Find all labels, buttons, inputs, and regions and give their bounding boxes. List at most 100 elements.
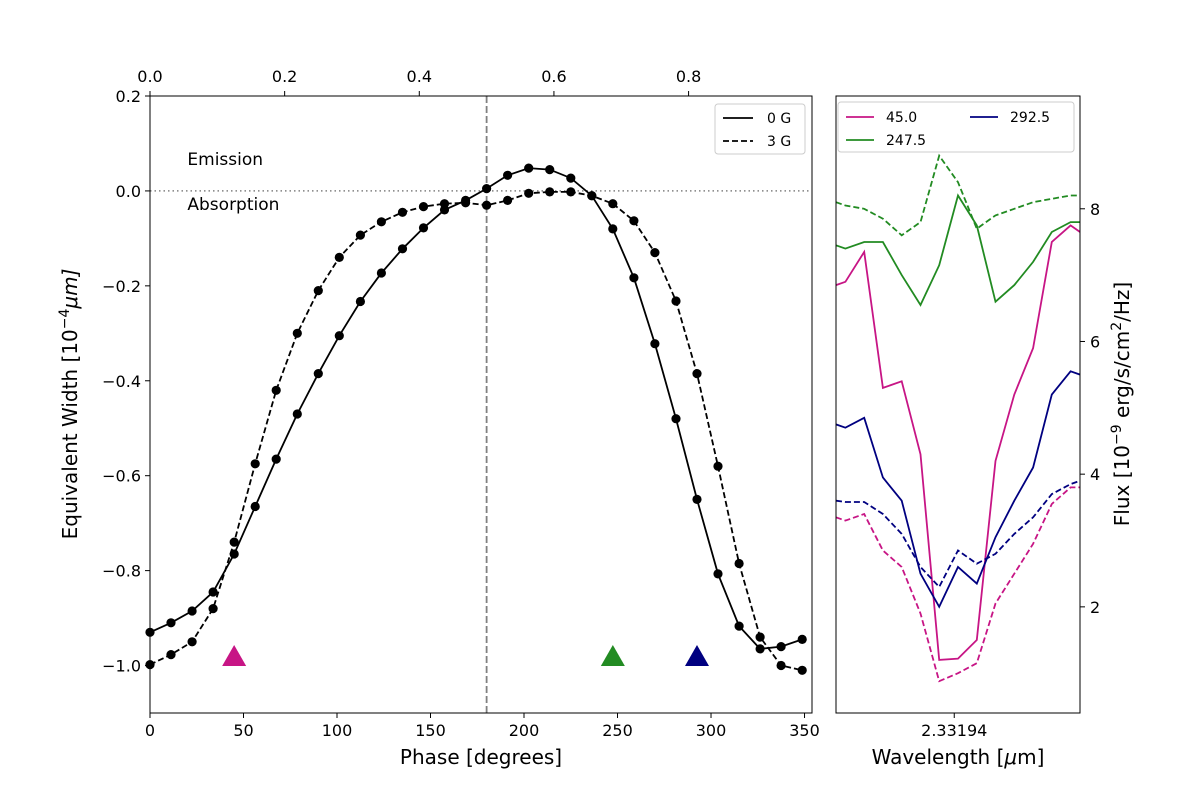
data-point [271,454,281,464]
data-point [166,650,176,660]
data-point [650,248,660,258]
data-point [629,273,639,283]
data-point [208,587,218,597]
data-point [397,207,408,217]
flux-tick-label: 2 [1090,598,1100,617]
x-tick-label: 100 [322,721,353,740]
data-point [334,252,344,262]
y-tick-label: −1.0 [102,657,141,676]
flux-line-45-0-3-g- [836,486,1080,683]
data-point [250,501,260,512]
phase-axis-label: Phase [degrees] [400,745,562,769]
wavelength-axis-label: Wavelength [μm] [872,745,1045,769]
series-line-0g [149,167,803,650]
data-point [166,618,176,628]
x-tick-label: 150 [415,721,446,740]
series-line-3g [149,190,803,672]
right-legend: 45.0 247.5 292.5 [837,101,1075,153]
y-tick-label: 0.2 [116,87,141,106]
data-point [587,191,597,201]
flux-tick-label: 8 [1090,200,1100,219]
data-point [671,296,681,306]
legend-label: 3 G [767,134,791,150]
x-tick-label: 300 [696,721,727,740]
data-point [208,604,218,614]
flux-line-292-5 [836,370,1080,609]
x-tick-label: 350 [789,721,820,740]
y-tick-label: 0.0 [116,182,141,201]
data-point [797,665,807,675]
flux-line-292-5-3-g- [836,479,1080,589]
data-point [187,606,197,616]
data-point [566,187,576,197]
legend-box [837,101,1075,153]
data-point [713,461,723,471]
data-point [503,170,513,180]
legend-label: 45.0 [886,110,917,126]
data-point [734,621,744,631]
data-point [418,202,429,212]
flux-line-45-0 [836,224,1080,661]
data-point [313,369,323,379]
annotation-emission: Emission [187,150,263,170]
data-point [524,163,534,173]
data-point [524,188,534,198]
y-tick-label: −0.6 [102,467,141,486]
right-plot-frame [835,95,1081,714]
data-point [503,195,513,205]
data-point [334,331,344,341]
data-point [250,459,260,469]
data-point [545,187,555,197]
y-tick-label: −0.8 [102,562,141,581]
x-tick-label: 50 [233,721,253,740]
data-point [608,224,618,234]
data-point [566,173,576,183]
flux-panel: 2.33194 2 4 6 8 Wavelength [μm] Flux [10−9 e… [835,95,1134,769]
data-point [692,494,702,504]
flux-line-247-5-3-g- [836,153,1080,237]
data-point [671,414,681,424]
data-point [187,637,197,647]
y-tick-label: −0.2 [102,277,141,296]
wavelength-tick-label: 2.33194 [921,721,987,740]
data-point [629,216,639,226]
data-point [776,660,786,671]
data-point [608,199,618,209]
legend-label: 292.5 [1010,110,1050,126]
data-point [439,199,450,209]
x-tick-label: 200 [509,721,540,740]
flux-tick-label: 6 [1090,332,1100,351]
data-point [776,642,786,652]
left-plot-frame [149,95,813,714]
data-point [355,296,365,307]
data-point [376,217,386,227]
data-point [355,230,365,240]
top-x-tick-label: 0.4 [407,67,432,86]
top-x-tick-label: 0.6 [541,67,566,86]
data-point [755,644,765,654]
legend-box [714,103,806,155]
data-point [292,409,302,419]
top-x-tick-label: 0.0 [137,67,162,86]
top-x-tick-label: 0.8 [676,67,701,86]
equivalent-width-panel: 0 50 100 150 200 250 300 3500.20.0−0.2−0.4−0.6−… [57,67,820,769]
data-point [397,244,408,254]
legend-label: 0 G [767,111,791,127]
data-point [755,632,765,642]
phase-marker-triangle [684,645,709,667]
phase-marker-triangle [600,645,625,667]
data-point [482,184,492,194]
flux-tick-label: 4 [1090,465,1100,484]
data-point [482,200,492,210]
annotation-absorption: Absorption [187,195,279,215]
data-point [271,385,281,395]
x-tick-label: 250 [602,721,633,740]
x-tick-label: 0 [145,721,155,740]
data-point [461,198,471,208]
left-legend: 0 G3 G [714,103,806,155]
data-point [376,268,386,278]
data-point [292,328,302,338]
data-point [545,165,555,175]
y-tick-label: −0.4 [102,372,141,391]
